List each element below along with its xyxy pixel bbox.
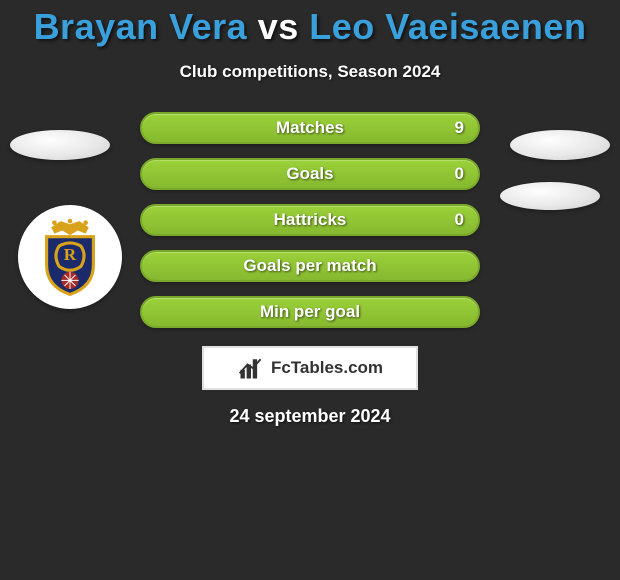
player2-avatar-placeholder xyxy=(510,130,610,160)
stat-bar-hattricks: Hattricks 0 xyxy=(140,204,480,236)
stat-bar-matches: Matches 9 xyxy=(140,112,480,144)
stat-value: 0 xyxy=(455,164,464,184)
branding-badge: FcTables.com xyxy=(202,346,418,390)
player1-club-badge: R xyxy=(18,205,122,309)
subtitle: Club competitions, Season 2024 xyxy=(0,62,620,82)
title-player2: Leo Vaeisaenen xyxy=(309,6,586,47)
page-title: Brayan Vera vs Leo Vaeisaenen xyxy=(0,0,620,48)
player1-avatar-placeholder xyxy=(10,130,110,160)
club-crest-icon: R xyxy=(31,218,109,296)
stat-label: Matches xyxy=(276,118,344,138)
bar-chart-icon xyxy=(237,354,265,382)
svg-text:R: R xyxy=(64,245,77,264)
stat-bar-goals-per-match: Goals per match xyxy=(140,250,480,282)
title-vs: vs xyxy=(258,6,299,47)
stat-label: Goals per match xyxy=(243,256,376,276)
comparison-panel: R Matches 9 Goals 0 Hattricks 0 Goals pe… xyxy=(0,112,620,427)
stat-value: 9 xyxy=(455,118,464,138)
stat-value: 0 xyxy=(455,210,464,230)
date-label: 24 september 2024 xyxy=(0,406,620,427)
stat-bar-goals: Goals 0 xyxy=(140,158,480,190)
stat-bars: Matches 9 Goals 0 Hattricks 0 Goals per … xyxy=(140,112,480,328)
branding-text: FcTables.com xyxy=(271,358,383,378)
player2-club-placeholder xyxy=(500,182,600,210)
title-player1: Brayan Vera xyxy=(34,6,248,47)
stat-label: Goals xyxy=(286,164,333,184)
stat-label: Min per goal xyxy=(260,302,360,322)
stat-bar-min-per-goal: Min per goal xyxy=(140,296,480,328)
stat-label: Hattricks xyxy=(274,210,347,230)
